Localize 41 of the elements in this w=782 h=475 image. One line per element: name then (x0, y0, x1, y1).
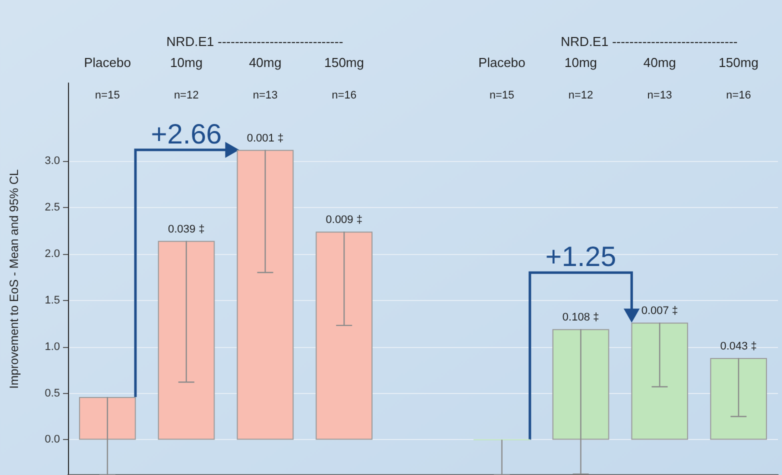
x-tick-label: Placebo (84, 55, 131, 70)
bar (316, 232, 373, 440)
x-tick-label: 40mg (643, 55, 676, 70)
text: NRD.E1 ----------------------------- (560, 34, 738, 49)
bar (79, 396, 136, 440)
annotation: 0.108 ‡ (562, 312, 600, 324)
annotation: +1.25 (545, 241, 616, 272)
bar (236, 150, 294, 440)
x-tick-label: 10mg (564, 55, 598, 70)
x-tick-label: 150mg (718, 55, 758, 70)
annotation: n=12 (568, 90, 594, 102)
y-tick-label: 1.0 (44, 340, 60, 353)
annotation: 0.001 ‡ (246, 132, 284, 144)
bar (631, 322, 688, 440)
annotation: n=12 (174, 90, 199, 102)
bar (710, 358, 767, 440)
bar (552, 329, 610, 440)
annotation: 0.039 ‡ (168, 223, 205, 236)
bar (158, 240, 215, 440)
y-tick-label: 2.5 (44, 201, 60, 214)
x-tick-label: 150mg (324, 55, 364, 70)
y-tick-label: 0.5 (44, 387, 60, 400)
annotation: 0.007 ‡ (641, 305, 678, 318)
x-tick-label: Placebo (478, 55, 526, 70)
y-tick-label: 3.0 (44, 155, 60, 168)
y-tick-label: 2.0 (44, 248, 60, 260)
annotation: 0.043 ‡ (720, 340, 757, 352)
x-tick-label: 10mg (170, 55, 203, 70)
annotation: n=15 (95, 90, 120, 102)
y-tick-label: 0.0 (44, 434, 60, 446)
y-tick-label: 1.5 (44, 294, 60, 306)
annotation: +2.66 (150, 118, 222, 150)
annotation: n=16 (332, 90, 356, 102)
annotation: n=16 (726, 90, 751, 102)
annotation: n=13 (647, 90, 672, 102)
x-tick-label: 40mg (248, 55, 282, 70)
text: NRD.E1 ----------------------------- (166, 34, 344, 49)
annotation: n=13 (252, 90, 278, 102)
annotation: n=15 (490, 90, 514, 102)
y-axis-title: Improvement to EoS - Mean and 95% CL (7, 168, 21, 389)
annotation: 0.009 ‡ (326, 214, 362, 226)
